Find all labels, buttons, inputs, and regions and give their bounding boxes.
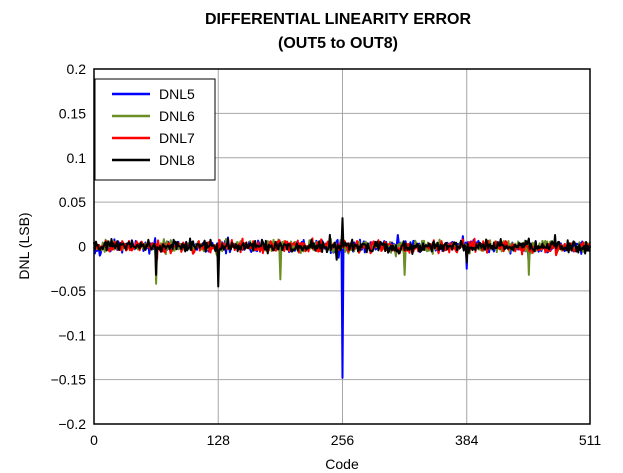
chart-title: DIFFERENTIAL LINEARITY ERROR [205,11,472,28]
y-tick-label: 0 [78,239,86,255]
x-tick-label: 0 [90,432,98,448]
chart-subtitle: (OUT5 to OUT8) [278,35,398,52]
y-axis-label: DNL (LSB) [16,212,32,279]
series-line-dnl8 [93,217,591,288]
y-tick-label: −0.05 [51,283,87,299]
y-tick-label: 0.1 [67,150,87,166]
y-tick-label: −0.1 [58,327,86,343]
y-tick-label: −0.2 [58,416,86,432]
legend-label: DNL8 [159,152,195,168]
y-tick-label: −0.15 [51,372,87,388]
legend: DNL5 DNL6 DNL7 DNL8 [94,78,216,181]
series-layer [93,217,591,379]
series-line-dnl5 [93,234,591,379]
y-tick-label: 0.2 [67,61,87,77]
x-axis-ticks: 0 128 256 384 511 [90,432,601,448]
y-tick-label: 0.15 [59,105,86,121]
y-axis-ticks: 0.2 0.15 0.1 0.05 0 −0.05 −0.1 −0.15 −0.2 [51,61,87,432]
y-tick-label: 0.05 [59,194,86,210]
x-tick-label: 128 [207,432,231,448]
legend-label: DNL5 [159,86,195,102]
x-tick-label: 384 [455,432,479,448]
legend-label: DNL7 [159,130,195,146]
plot-frame [93,68,591,425]
x-tick-label: 256 [331,432,355,448]
legend-box [94,78,216,181]
x-axis-label: Code [325,456,359,472]
x-tick-label: 511 [579,432,602,448]
legend-label: DNL6 [159,108,195,124]
